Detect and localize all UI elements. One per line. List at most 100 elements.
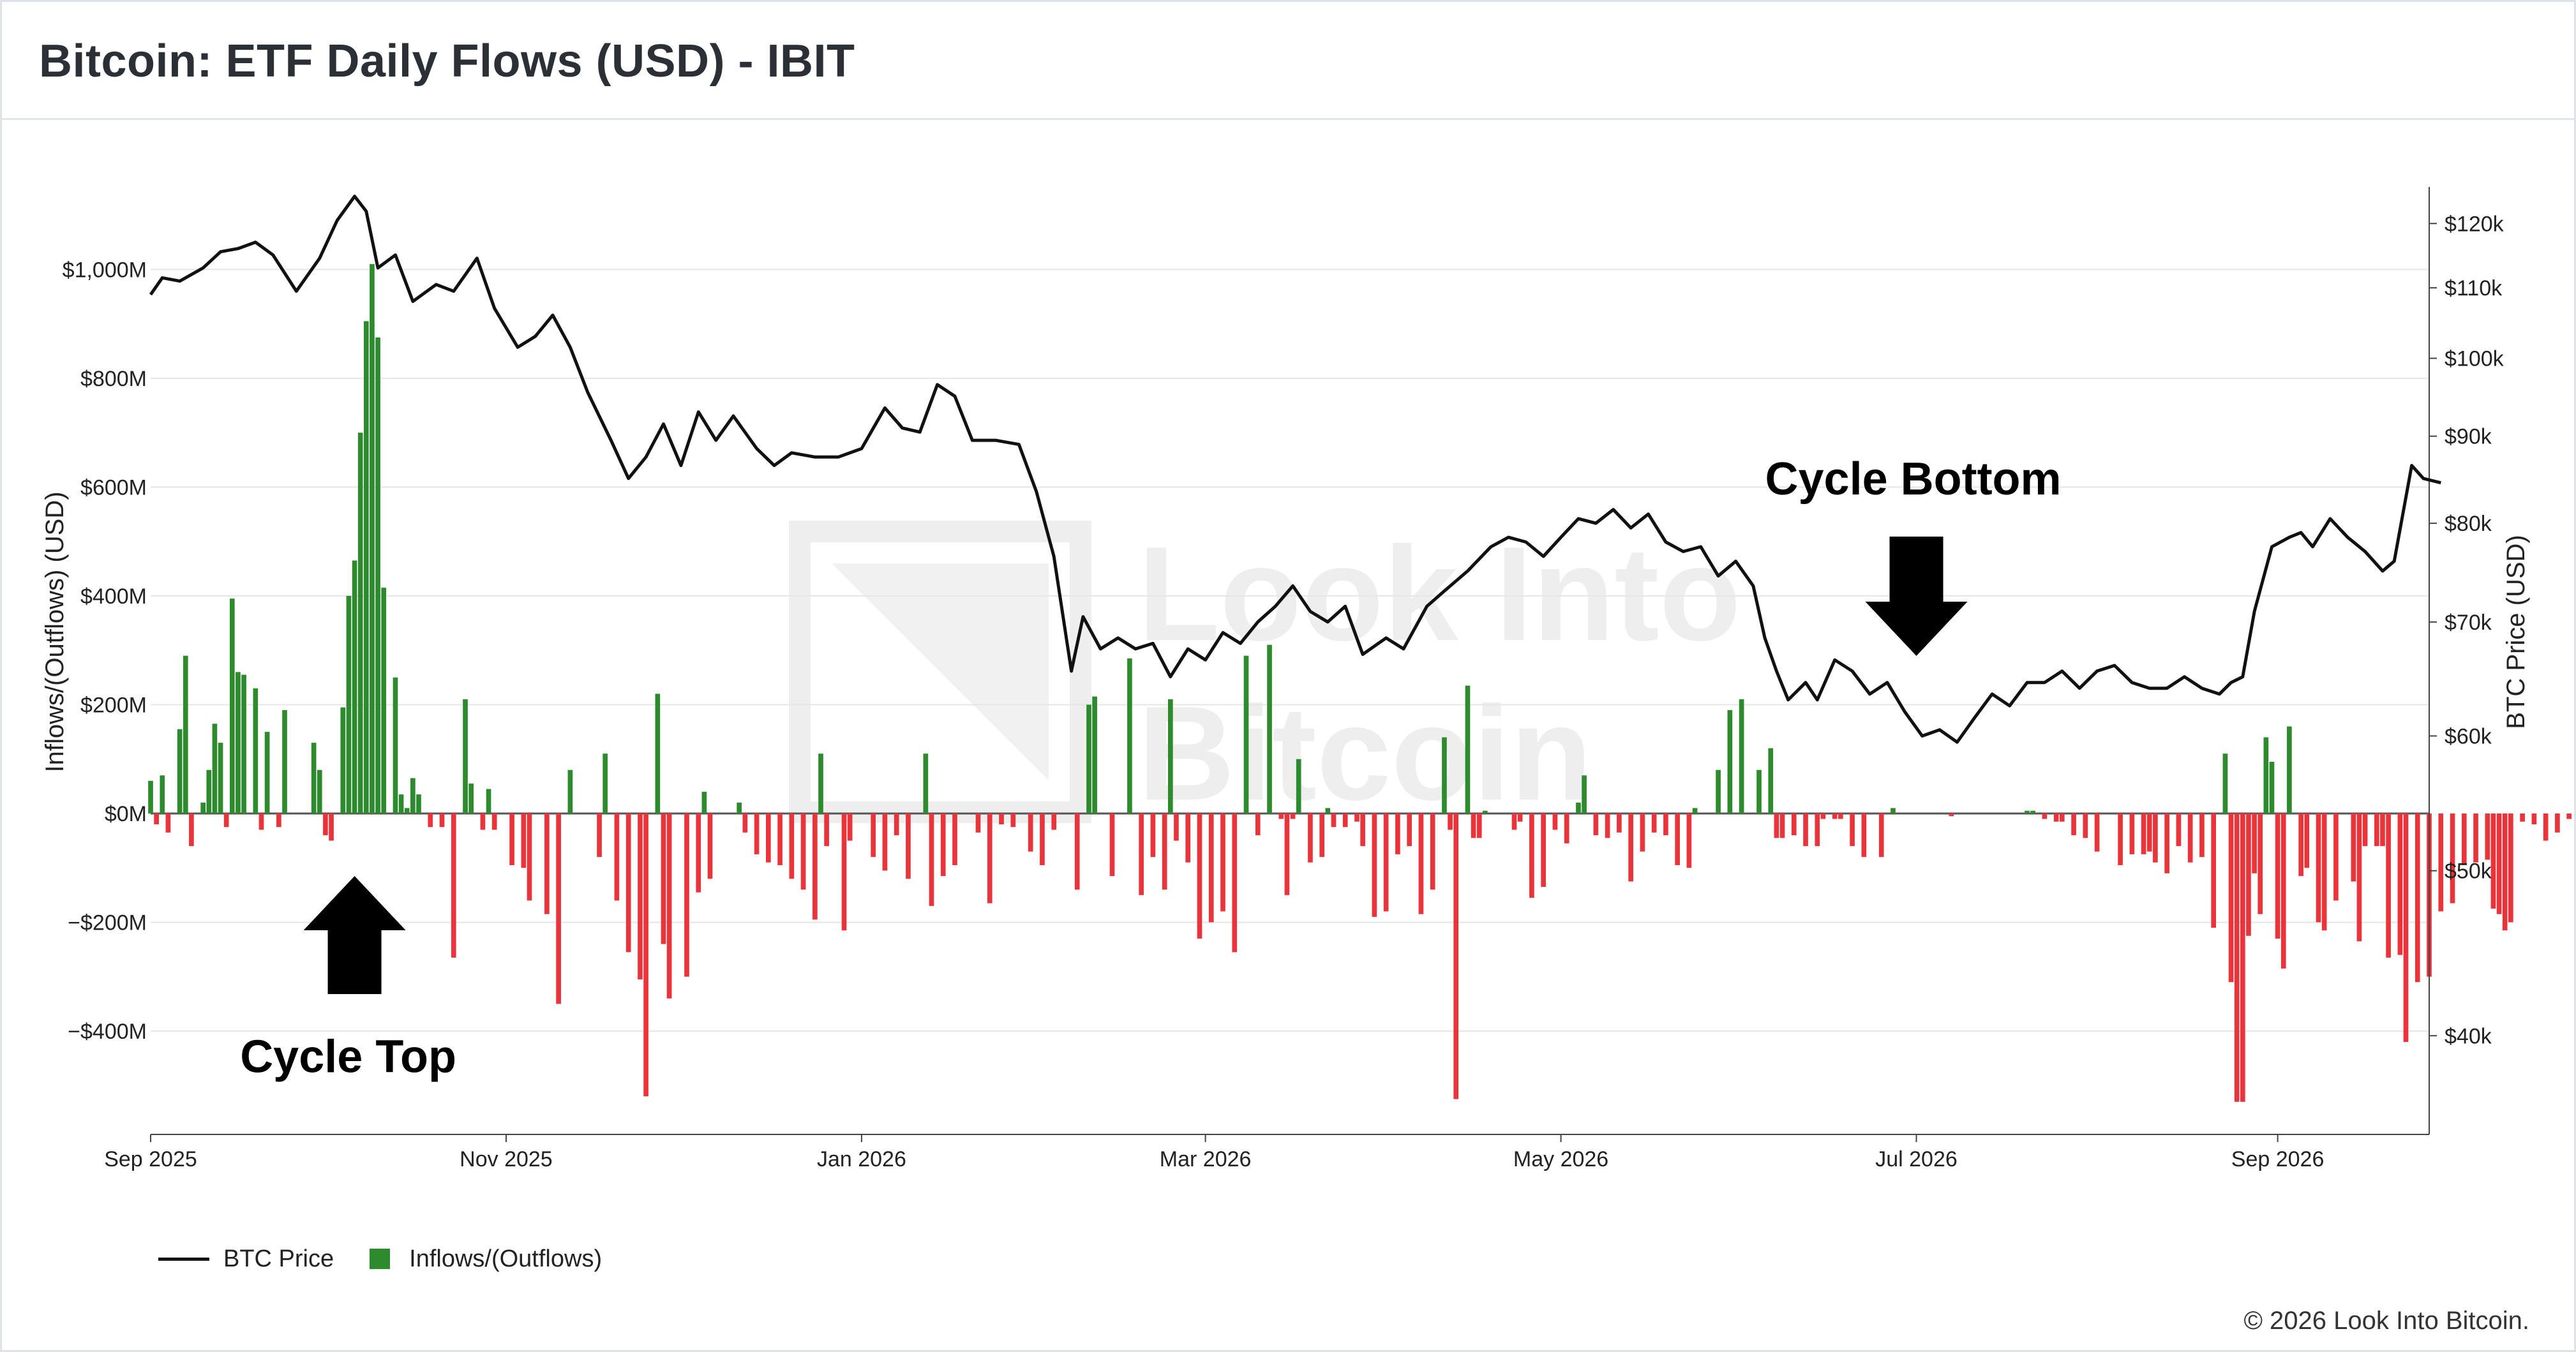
y-right-tick-label: $120k	[2445, 212, 2505, 236]
cycle-bottom-arrow	[1865, 537, 1968, 656]
y-left-tick-label: $1,000M	[63, 258, 147, 282]
inflow-bar	[1716, 769, 1721, 813]
outflow-bar	[2374, 813, 2379, 847]
outflow-bar	[1617, 813, 1622, 833]
x-tick-label: Sep 2026	[2231, 1147, 2325, 1171]
outflow-bar	[165, 813, 171, 833]
legend-item-flows[interactable]: Inflows/(Outflows)	[370, 1245, 602, 1273]
outflow-bar	[480, 813, 486, 830]
cycle-top-arrow	[303, 876, 406, 994]
outflow-bar	[1949, 813, 1954, 817]
outflow-bar	[597, 813, 602, 858]
outflow-bar	[1150, 813, 1156, 858]
y-right-tick-label: $60k	[2445, 724, 2492, 748]
outflow-bar	[1517, 813, 1523, 822]
outflow-bar	[1139, 813, 1144, 895]
outflow-bar	[929, 813, 934, 906]
inflow-bar	[1296, 759, 1301, 813]
outflow-bar	[189, 813, 194, 847]
outflow-bar	[1605, 813, 1610, 838]
outflow-bar	[1791, 813, 1797, 836]
inflow-bar	[241, 674, 246, 813]
outflow-bar	[2543, 813, 2549, 841]
outflow-bar	[1185, 813, 1191, 863]
inflow-bar	[375, 337, 380, 813]
outflow-bar	[1675, 813, 1681, 865]
legend-item-price[interactable]: BTC Price	[158, 1245, 334, 1273]
outflow-bar	[906, 813, 911, 879]
outflow-bar	[1686, 813, 1692, 868]
outflow-bar	[1197, 813, 1202, 939]
outflow-bar	[1815, 813, 1820, 847]
inflow-bar	[737, 802, 742, 813]
inflow-bar	[357, 433, 363, 813]
y-right-tick-label: $110k	[2445, 276, 2503, 301]
outflow-bar	[2386, 813, 2391, 958]
outflow-bar	[1284, 813, 1290, 895]
inflow-bar	[206, 769, 212, 813]
inflow-bar	[1243, 655, 1249, 813]
outflow-bar	[1109, 813, 1115, 877]
outflow-bar	[2083, 813, 2088, 838]
outflow-bar	[1278, 813, 1284, 819]
inflow-bar	[1092, 696, 1097, 813]
inflow-bar	[404, 808, 410, 813]
x-tick-label: Jan 2026	[817, 1147, 906, 1171]
y-left-tick-label: $400M	[80, 584, 147, 609]
outflow-bar	[1308, 813, 1313, 863]
x-tick-label: Sep 2025	[104, 1147, 197, 1171]
inflow-bar	[1739, 699, 1744, 813]
outflow-bar	[1779, 813, 1785, 838]
outflow-bar	[1418, 813, 1424, 914]
annotations: Cycle Top Cycle Bottom	[240, 454, 2061, 1083]
outflow-bar	[154, 813, 159, 825]
outflow-bar	[2240, 813, 2245, 1102]
outflow-bar	[2275, 813, 2280, 939]
inflow-bar	[2030, 810, 2035, 813]
outflow-bar	[1430, 813, 1435, 890]
outflow-bar	[2415, 813, 2420, 983]
inflow-bar	[2263, 737, 2269, 813]
outflow-bar	[1838, 813, 1843, 819]
inflow-bar	[183, 655, 188, 813]
inflow-bar	[200, 802, 206, 813]
y-left-tick-label: −$200M	[68, 910, 147, 935]
outflow-bar	[2094, 813, 2100, 852]
outflow-bar	[1174, 813, 1179, 841]
outflow-bar	[940, 813, 946, 877]
y-right-tick-label: $100k	[2445, 347, 2505, 371]
outflow-bar	[439, 813, 445, 828]
outflow-bar	[521, 813, 527, 868]
inflow-bar	[352, 560, 357, 813]
inflow-bar	[1325, 808, 1331, 813]
inflow-bar	[410, 778, 416, 813]
outflow-bar	[2234, 813, 2240, 1102]
chart-header: Bitcoin: ETF Daily Flows (USD) - IBIT	[2, 2, 2574, 120]
copyright-text: © 2026 Look Into Bitcoin.	[2243, 1307, 2529, 1335]
inflow-bar	[2222, 754, 2228, 813]
outflow-bar	[2496, 813, 2502, 914]
axes: $1,000M $800M $600M $400M $200M $0M −$200M −$40…	[41, 187, 2530, 1171]
outflow-bar	[812, 813, 818, 920]
y-left-tick-label: $0M	[105, 802, 147, 826]
outflow-bar	[2520, 813, 2525, 822]
outflow-bar	[882, 813, 888, 871]
inflow-bar	[486, 789, 491, 813]
outflow-bar	[2129, 813, 2135, 854]
inflow-bar	[655, 694, 661, 813]
inflow-bar	[1576, 802, 1581, 813]
outflow-bar	[1651, 813, 1657, 833]
flow-bars	[148, 264, 2572, 1102]
outflow-bar	[556, 813, 561, 1004]
outflow-bar	[1372, 813, 1377, 917]
x-tick-label: May 2026	[1513, 1147, 1608, 1171]
outflow-bar	[223, 813, 229, 828]
outflow-bar	[1878, 813, 1884, 858]
inflow-bar	[393, 677, 398, 813]
outflow-bar	[765, 813, 771, 863]
outflow-bar	[2508, 813, 2513, 923]
outflow-bar	[1448, 813, 1453, 830]
outflow-bar	[2199, 813, 2205, 858]
